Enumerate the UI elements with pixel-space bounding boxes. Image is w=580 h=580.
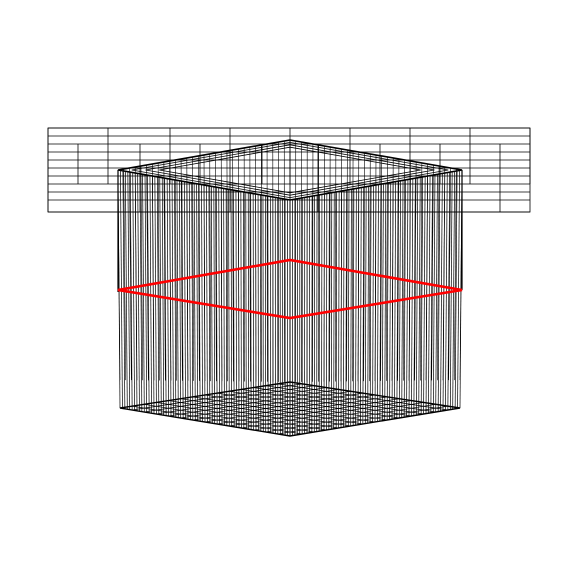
vertical-line-rear — [442, 166, 446, 381]
base-grid-line — [265, 403, 436, 433]
vertical-line-rear — [397, 158, 400, 381]
vertical-line-rear — [140, 165, 143, 381]
vertical-line-rear — [220, 151, 223, 382]
vertical-line-rear — [437, 165, 440, 381]
base-grid-line — [277, 383, 448, 411]
top-diamond — [117, 139, 463, 201]
vertical-line-rear — [380, 155, 383, 381]
vertical-line-rear — [403, 159, 405, 381]
base-grid-line — [253, 387, 424, 415]
vertical-line-rear — [232, 149, 234, 382]
red-section-outline — [117, 258, 463, 320]
bottom-base-grid — [119, 381, 461, 437]
vertical-line-rear — [346, 149, 348, 382]
base-grid-line — [217, 392, 388, 421]
top-diamond-outline — [117, 139, 463, 201]
vertical-line-rear — [357, 151, 360, 382]
base-grid-line — [265, 385, 436, 413]
base-grid-line — [229, 398, 400, 427]
vertical-line-rear — [420, 162, 423, 381]
vertical-line-rear — [414, 161, 417, 381]
vertical-line-rear — [197, 155, 200, 381]
base-grid-line — [241, 400, 412, 429]
vertical-line-rear — [175, 159, 177, 381]
base-grid-line — [204, 394, 376, 423]
base-grid-line — [277, 405, 448, 435]
vertical-line-rear — [374, 154, 377, 382]
base-outline — [119, 381, 461, 437]
vertical-line-rear — [123, 168, 126, 381]
base-grid-line — [241, 389, 412, 417]
vertical-line-rear — [363, 152, 365, 382]
vertical-line-rear — [454, 168, 457, 381]
vertical-line-rear — [169, 160, 172, 381]
vertical-line-rear — [203, 154, 206, 382]
vertical-line-rear — [186, 157, 189, 381]
vertical-line-rear — [134, 166, 138, 381]
vertical-line-rear — [163, 161, 166, 381]
vertical-line-rear — [386, 156, 388, 381]
vertical-line-rear — [146, 164, 149, 381]
vertical-line-rear — [129, 167, 132, 381]
top-diamond-ring — [131, 141, 449, 199]
vertical-line-rear — [180, 158, 183, 381]
base-grid-line — [217, 396, 388, 425]
red-cross-section-loop — [117, 258, 463, 320]
vertical-line-rear — [192, 156, 194, 381]
vertical-line-rear — [215, 152, 217, 382]
top-diamond-ring — [145, 144, 435, 196]
vertical-line-rear — [431, 164, 434, 381]
vertical-line-rear — [238, 148, 240, 382]
vertical-line-rear — [340, 148, 342, 382]
vertical-line-rear — [157, 162, 160, 381]
top-diamond-ring — [159, 146, 421, 194]
vertical-line-rear — [391, 157, 394, 381]
vertical-line-rear — [448, 167, 451, 381]
base-grid-line — [253, 402, 424, 431]
base-grid-line — [229, 390, 400, 419]
